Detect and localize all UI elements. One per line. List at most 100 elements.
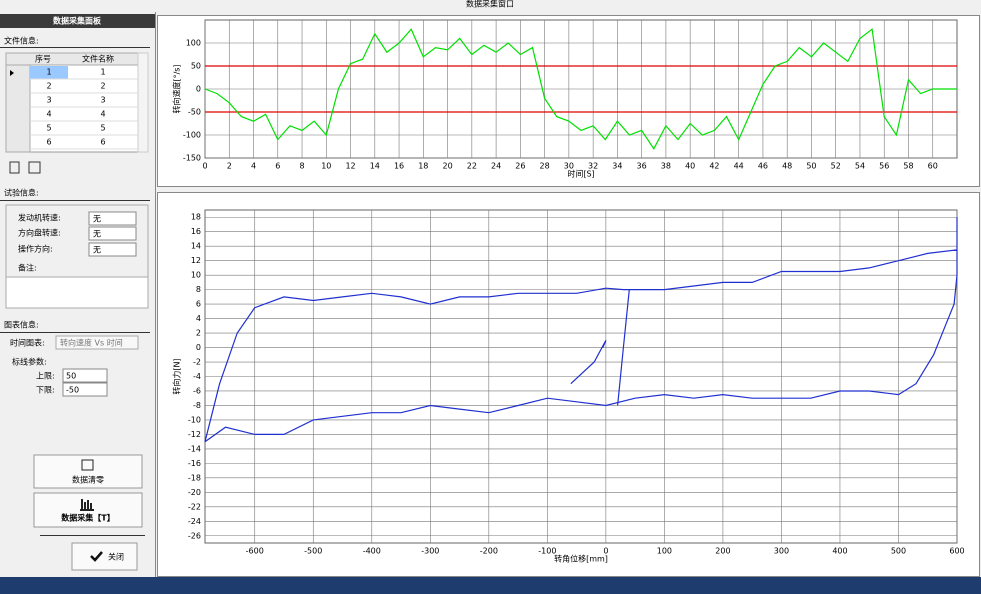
y-tick-label: -22	[188, 502, 201, 511]
scrollbar[interactable]	[137, 52, 149, 153]
close-button[interactable]	[71, 542, 138, 571]
input[interactable]	[62, 382, 108, 397]
button-icon	[90, 551, 103, 562]
section-label: 图表信息:	[4, 320, 39, 330]
panel-header	[0, 14, 155, 28]
y-tick-label: 8	[196, 285, 201, 294]
x-tick-label: 20	[442, 162, 452, 171]
cell: 6	[100, 138, 105, 147]
cell: 3	[46, 96, 51, 105]
x-tick-label: 600	[949, 547, 964, 556]
cell: 1	[100, 68, 105, 77]
select-value: 转向速度 Vs 时间	[60, 338, 123, 348]
cell: 4	[100, 110, 105, 119]
field-label: 上限:	[36, 372, 55, 381]
button-label: 关闭	[108, 552, 124, 562]
x-tick-label: 10	[321, 162, 331, 171]
input-value: 无	[93, 215, 101, 224]
y-tick-label: 12	[191, 256, 201, 265]
y-tick-label: -50	[188, 108, 201, 117]
x-tick-label: -400	[363, 547, 381, 556]
x-tick-label: -200	[480, 547, 498, 556]
cell: 2	[46, 82, 51, 91]
force-chart: -600 -500 -400 -300 -200 -100 0 100 200 300 400 500…	[172, 209, 965, 564]
x-tick-label: 0	[202, 162, 207, 171]
y-tick-label: 16	[191, 227, 201, 236]
y-tick-label: -12	[188, 430, 201, 439]
y-axis-label: 转向力[N]	[172, 358, 182, 394]
y-tick-label: -150	[183, 154, 201, 163]
data-line	[204, 28, 957, 150]
time-chart: 0 2 4 6 8 10 12 14 16 18 20 22 24 26 28 30 32 34 36 38 40 42 4…	[172, 19, 958, 179]
y-tick-label: 100	[186, 39, 201, 48]
x-tick-label: 24	[491, 162, 501, 171]
field-label: 时间图表:	[10, 338, 45, 348]
cell: 1	[46, 68, 51, 77]
x-tick-label: 100	[657, 547, 672, 556]
button-label: 数据清零	[72, 475, 104, 485]
table-header	[5, 52, 139, 66]
taskbar	[0, 577, 981, 594]
x-tick-label: 38	[661, 162, 671, 171]
x-tick-label: 400	[832, 547, 847, 556]
section-label: 试验信息:	[4, 188, 39, 198]
input[interactable]	[62, 368, 108, 383]
x-tick-label: 58	[903, 162, 913, 171]
x-tick-label: 200	[715, 547, 730, 556]
x-tick-label: 42	[709, 162, 719, 171]
x-tick-label: 46	[758, 162, 768, 171]
input-value: -50	[66, 386, 79, 395]
y-tick-label: 4	[196, 314, 201, 323]
x-tick-label: 28	[540, 162, 550, 171]
cell: 4	[46, 110, 51, 119]
x-tick-label: 0	[603, 547, 608, 556]
x-tick-label: 36	[637, 162, 647, 171]
x-tick-label: 44	[734, 162, 744, 171]
button-label: 数据采集【T】	[61, 513, 114, 523]
x-tick-label: 54	[855, 162, 865, 171]
cell: 6	[46, 138, 51, 147]
table-rows: 1 1 2 2 3 3 4 4 5 5 6 6	[30, 68, 138, 150]
collect-button[interactable]	[33, 492, 143, 528]
field-label: 标线参数:	[12, 357, 47, 367]
x-tick-label: 8	[299, 162, 304, 171]
select[interactable]	[55, 335, 139, 350]
y-tick-label: -6	[193, 386, 201, 395]
row-header	[5, 64, 31, 153]
x-tick-label: 14	[370, 162, 380, 171]
cell: 5	[100, 124, 105, 133]
edit-icon[interactable]	[28, 161, 41, 174]
x-tick-label: 6	[275, 162, 280, 171]
select[interactable]	[88, 242, 137, 257]
remark-area[interactable]	[5, 276, 149, 309]
delete-icon[interactable]	[9, 161, 20, 174]
y-tick-label: -10	[188, 415, 201, 424]
x-tick-label: 60	[928, 162, 938, 171]
input[interactable]	[88, 226, 137, 241]
x-axis-label: 转角位移[mm]	[554, 554, 608, 564]
x-tick-label: 4	[251, 162, 256, 171]
y-tick-label: -2	[193, 358, 201, 367]
y-tick-label: -26	[188, 531, 201, 540]
column-header: 序号	[35, 54, 51, 64]
field-label: 操作方向:	[18, 244, 53, 254]
y-tick-label: 0	[196, 85, 201, 94]
y-tick-label: 0	[196, 343, 201, 352]
x-tick-label: 12	[345, 162, 355, 171]
section-label: 文件信息:	[4, 36, 39, 46]
selected-cell[interactable]	[30, 66, 68, 79]
y-tick-label: -18	[188, 473, 201, 482]
y-tick-label: 14	[191, 242, 201, 251]
x-tick-label: 30	[564, 162, 574, 171]
x-tick-label: 500	[891, 547, 906, 556]
x-tick-label: 34	[612, 162, 622, 171]
button-icon	[81, 459, 94, 471]
x-tick-label: 48	[782, 162, 792, 171]
x-tick-label: -500	[304, 547, 322, 556]
cell: 2	[100, 82, 105, 91]
y-tick-label: 2	[196, 329, 201, 338]
field-label: 发动机转速:	[18, 213, 61, 223]
input[interactable]	[88, 211, 137, 226]
y-tick-label: 10	[191, 271, 201, 280]
field-label: 下限:	[36, 386, 55, 395]
